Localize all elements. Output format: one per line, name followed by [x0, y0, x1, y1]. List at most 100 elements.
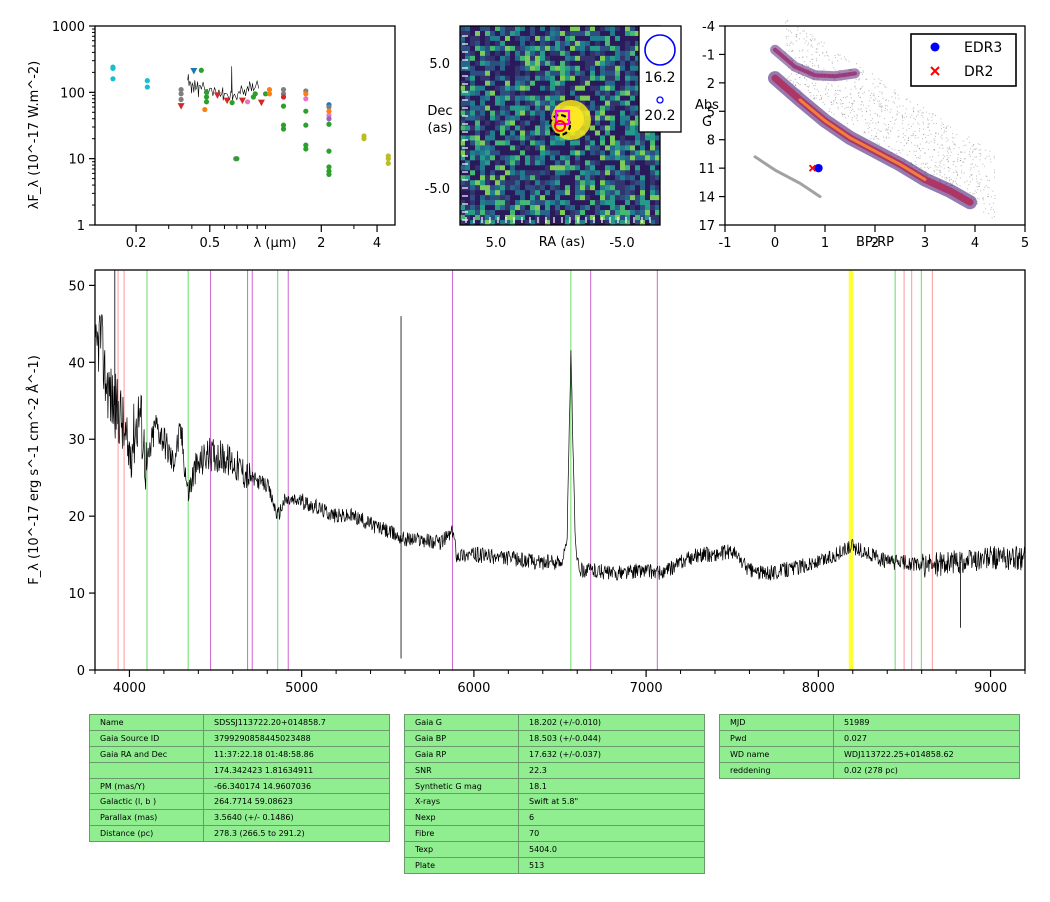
- hr-noise: [887, 128, 889, 130]
- hr-noise: [908, 128, 910, 129]
- image-pixel: [570, 190, 576, 196]
- hr-noise: [978, 186, 979, 187]
- hr-noise: [968, 184, 970, 186]
- image-pixel: [510, 70, 516, 77]
- hr-noise: [869, 100, 871, 102]
- hr-noise: [880, 82, 882, 84]
- image-pixel: [555, 85, 561, 91]
- hr-noise: [928, 142, 930, 144]
- image-pixel: [555, 50, 561, 57]
- hr-noise: [795, 84, 797, 86]
- hr-noise: [877, 129, 879, 131]
- image-pixel: [570, 220, 576, 226]
- hr-noise: [812, 98, 814, 100]
- image-pixel: [505, 45, 511, 52]
- hr-noise: [933, 149, 935, 151]
- hr-noise: [977, 203, 979, 205]
- image-pixel: [500, 175, 506, 181]
- hr-noise: [865, 107, 867, 109]
- image-pixel: [625, 125, 631, 131]
- hr-noise: [946, 158, 948, 160]
- image-pixel: [560, 80, 566, 86]
- image-pixel: [565, 70, 571, 77]
- image-pixel: [460, 140, 466, 146]
- hr-noise: [921, 163, 923, 165]
- hr-noise: [888, 126, 890, 128]
- sed-point: [280, 86, 287, 93]
- image-pixel: [560, 165, 566, 171]
- hr-noise: [933, 138, 935, 140]
- hr-noise: [839, 54, 841, 56]
- image-pixel: [585, 80, 591, 86]
- image-pixel: [465, 215, 471, 221]
- image-pixel: [555, 95, 561, 101]
- image-pixel: [510, 140, 516, 146]
- hr-noise: [847, 106, 849, 108]
- image-pixel: [490, 180, 496, 186]
- image-pixel: [635, 200, 641, 206]
- image-pixel: [515, 125, 521, 131]
- hr-noise: [915, 135, 917, 137]
- image-pixel: [495, 190, 501, 196]
- hr-noise: [853, 123, 854, 125]
- image-pixel: [485, 30, 491, 37]
- hr-noise: [941, 134, 943, 136]
- image-pixel: [475, 130, 481, 136]
- image-pixel: [540, 210, 546, 216]
- image-pixel: [645, 205, 651, 211]
- image-pixel: [475, 195, 481, 201]
- image-pixel: [480, 110, 486, 116]
- image-pixel: [520, 220, 526, 226]
- hr-noise: [980, 179, 982, 181]
- hr-noise: [861, 115, 863, 117]
- image-pixel: [505, 30, 511, 37]
- hr-noise: [953, 172, 955, 173]
- image-pixel: [625, 130, 631, 136]
- hr-noise: [862, 71, 864, 73]
- hr-noise: [881, 111, 883, 113]
- image-pixel: [550, 95, 556, 101]
- hr-noise: [837, 108, 839, 110]
- image-pixel: [655, 210, 661, 216]
- image-pixel: [545, 90, 551, 96]
- image-pixel: [480, 185, 486, 191]
- image-pixel: [620, 70, 626, 77]
- spectrum-ytick-label: 0: [77, 664, 85, 679]
- hr-noise: [952, 133, 954, 135]
- hr-noise: [894, 123, 895, 125]
- image-pixel: [525, 135, 531, 141]
- image-pixel: [500, 40, 506, 47]
- image-pixel: [470, 65, 476, 72]
- image-pixel: [630, 80, 636, 86]
- image-pixel: [580, 155, 586, 161]
- image-pixel: [510, 95, 516, 101]
- image-pixel: [505, 135, 511, 141]
- table-row: Pwd 0.027: [719, 729, 1020, 747]
- spectrum-xtick-label: 7000: [630, 681, 663, 696]
- hr-noise: [901, 122, 903, 124]
- image-pixel: [500, 180, 506, 186]
- hr-noise: [870, 120, 872, 121]
- image-pixel: [625, 60, 631, 67]
- image-pixel: [555, 185, 561, 191]
- hr-noise: [801, 50, 803, 52]
- image-pixel: [580, 26, 586, 32]
- image-pixel: [620, 210, 626, 216]
- image-pixel: [480, 40, 486, 47]
- table-value-cell: SDSSJ113722.20+014858.7: [203, 714, 390, 731]
- table-value-cell: 513: [518, 857, 705, 874]
- image-pixel: [490, 35, 496, 42]
- red-marker: [554, 120, 566, 132]
- hr-noise: [812, 82, 813, 84]
- image-pixel: [615, 160, 621, 166]
- image-pixel: [595, 90, 601, 96]
- hr-noise: [801, 75, 803, 77]
- image-pixel: [480, 155, 486, 161]
- image-pixel: [590, 40, 596, 47]
- image-pixel: [615, 26, 621, 32]
- hr-noise: [817, 64, 819, 66]
- hr-noise: [796, 74, 798, 76]
- image-pixel: [475, 170, 481, 176]
- image-pixel: [520, 70, 526, 77]
- image-pixel: [585, 145, 591, 151]
